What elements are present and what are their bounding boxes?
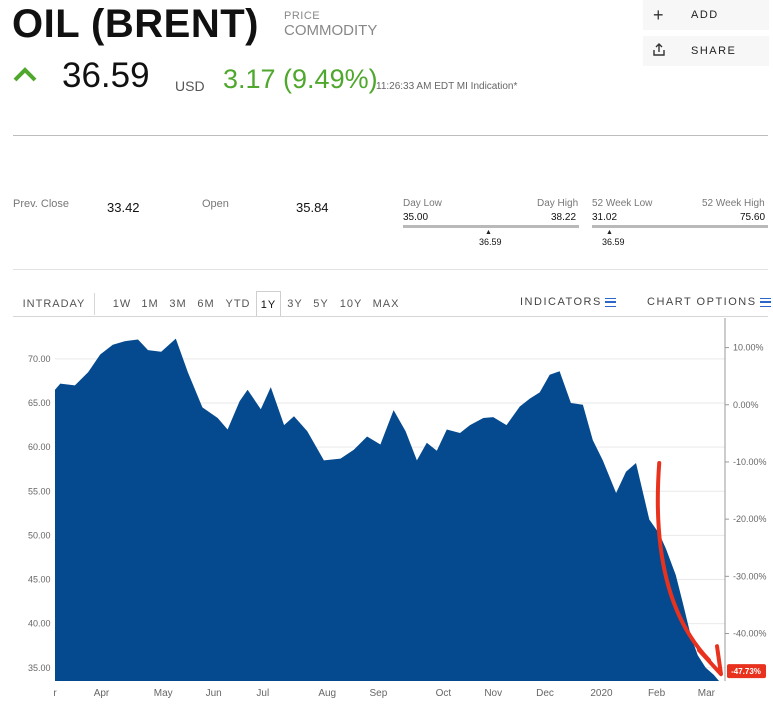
header-divider <box>13 135 768 136</box>
tab-6m[interactable]: 6M <box>197 298 215 310</box>
prev-close-label: Prev. Close <box>13 198 70 210</box>
day-range-marker: ▲ <box>485 229 492 236</box>
range-tabs: INTRADAY 1W 1M 3M 6M YTD 1Y 3Y 5Y 10Y MA… <box>13 291 768 317</box>
indicators-button[interactable]: INDICATORS <box>520 296 616 308</box>
x-axis-labels: r Apr May Jun Jul Aug Sep Oct Nov Dec 2020 Feb Mar <box>53 688 715 699</box>
share-icon <box>647 41 671 62</box>
y-axis-right-labels: 10.00% 0.00% -10.00% -20.00% -30.00% -40.00% <box>725 343 767 639</box>
open-label: Open <box>202 198 229 210</box>
x-tick-label: Dec <box>536 688 554 699</box>
y-right-tick-label: -40.00% <box>733 629 767 639</box>
y-right-tick-label: 10.00% <box>733 343 764 353</box>
x-tick-label: Oct <box>436 688 452 699</box>
add-button[interactable]: + ADD <box>643 0 769 30</box>
chart-options-button[interactable]: CHART OPTIONS <box>647 296 771 308</box>
y-axis-labels: 35.00 40.00 45.00 50.00 55.00 60.00 65.00 70.00 <box>28 354 51 673</box>
plus-icon: + <box>652 4 665 25</box>
y-right-tick-label: -30.00% <box>733 571 767 581</box>
y-tick-label: 60.00 <box>28 442 51 452</box>
instrument-title: OIL (BRENT) <box>12 2 259 46</box>
x-tick-label: Feb <box>648 688 666 699</box>
week52-range-marker: ▲ <box>606 229 613 236</box>
tab-3y[interactable]: 3Y <box>287 298 303 310</box>
subtitle-commodity: COMMODITY <box>284 22 378 39</box>
week52-low-value: 31.02 <box>592 212 618 223</box>
week52-low-label: 52 Week Low <box>592 198 653 209</box>
tab-intraday[interactable]: INTRADAY <box>22 298 86 310</box>
tab-1w[interactable]: 1W <box>112 298 132 310</box>
open-value: 35.84 <box>296 200 329 215</box>
x-tick-label: Jun <box>206 688 222 699</box>
instrument-subtitle: PRICE COMMODITY <box>284 10 377 39</box>
currency-label: USD <box>175 78 205 94</box>
y-tick-label: 65.00 <box>28 398 51 408</box>
x-tick-label: Jul <box>256 688 269 699</box>
x-tick-label: 2020 <box>590 688 613 699</box>
decline-arrow-head <box>697 644 723 677</box>
price-change: 3.17 (9.49%) <box>223 64 378 94</box>
price-chart[interactable]: 35.00 40.00 45.00 50.00 55.00 60.00 65.00 70.00… <box>0 318 773 710</box>
x-tick-label: Apr <box>94 688 110 699</box>
day-high-value: 38.22 <box>551 212 577 223</box>
menu-icon <box>604 297 616 307</box>
week52-high-label: 52 Week High <box>702 198 765 209</box>
stats-divider <box>13 269 768 270</box>
tab-1y[interactable]: 1Y <box>256 291 281 317</box>
week52-high-value: 75.60 <box>740 212 766 223</box>
chart-options-label: CHART OPTIONS <box>647 296 757 308</box>
y-tick-label: 50.00 <box>28 530 51 540</box>
change-badge: -47.73% <box>727 664 766 679</box>
tab-1m[interactable]: 1M <box>141 298 159 310</box>
x-tick-label: May <box>154 688 173 699</box>
menu-icon <box>759 297 771 307</box>
last-price: 36.59 <box>62 56 150 95</box>
x-tick-label: Sep <box>369 688 387 699</box>
share-button[interactable]: SHARE <box>643 36 769 66</box>
price-area-series <box>55 338 719 681</box>
day-high-label: Day High <box>537 198 579 209</box>
quote-timestamp: 11:26:33 AM EDT MI Indication* <box>376 81 518 92</box>
x-tick-label: Nov <box>484 688 502 699</box>
day-range-bar <box>403 225 579 228</box>
share-button-label: SHARE <box>691 45 737 57</box>
tab-5y[interactable]: 5Y <box>313 298 329 310</box>
indicators-label: INDICATORS <box>520 296 602 308</box>
week52-range-current: 36.59 <box>602 237 625 247</box>
day-low-value: 35.00 <box>403 212 429 223</box>
price-up-icon <box>13 66 37 87</box>
day-range-current: 36.59 <box>479 237 502 247</box>
tabs-underline <box>13 316 768 317</box>
add-button-label: ADD <box>691 9 719 21</box>
x-tick-label: r <box>53 688 57 699</box>
y-right-tick-label: -10.00% <box>733 457 767 467</box>
tab-separator <box>94 293 95 315</box>
x-tick-label: Aug <box>318 688 336 699</box>
subtitle-price: PRICE <box>284 10 321 22</box>
y-tick-label: 35.00 <box>28 663 51 673</box>
tab-max[interactable]: MAX <box>372 298 400 310</box>
y-right-tick-label: -20.00% <box>733 514 767 524</box>
y-tick-label: 40.00 <box>28 619 51 629</box>
y-tick-label: 45.00 <box>28 575 51 585</box>
prev-close-value: 33.42 <box>107 200 140 215</box>
y-tick-label: 55.00 <box>28 486 51 496</box>
x-tick-label: Mar <box>698 688 716 699</box>
tab-10y[interactable]: 10Y <box>339 298 363 310</box>
change-badge-text: -47.73% <box>731 667 761 676</box>
change-badge-box <box>727 664 766 679</box>
y-tick-label: 70.00 <box>28 354 51 364</box>
day-low-label: Day Low <box>403 198 442 209</box>
tab-3m[interactable]: 3M <box>169 298 187 310</box>
decline-arrow <box>655 461 711 663</box>
y-right-tick-label: 0.00% <box>733 400 759 410</box>
week52-range-bar <box>592 225 768 228</box>
tab-ytd[interactable]: YTD <box>225 298 251 310</box>
